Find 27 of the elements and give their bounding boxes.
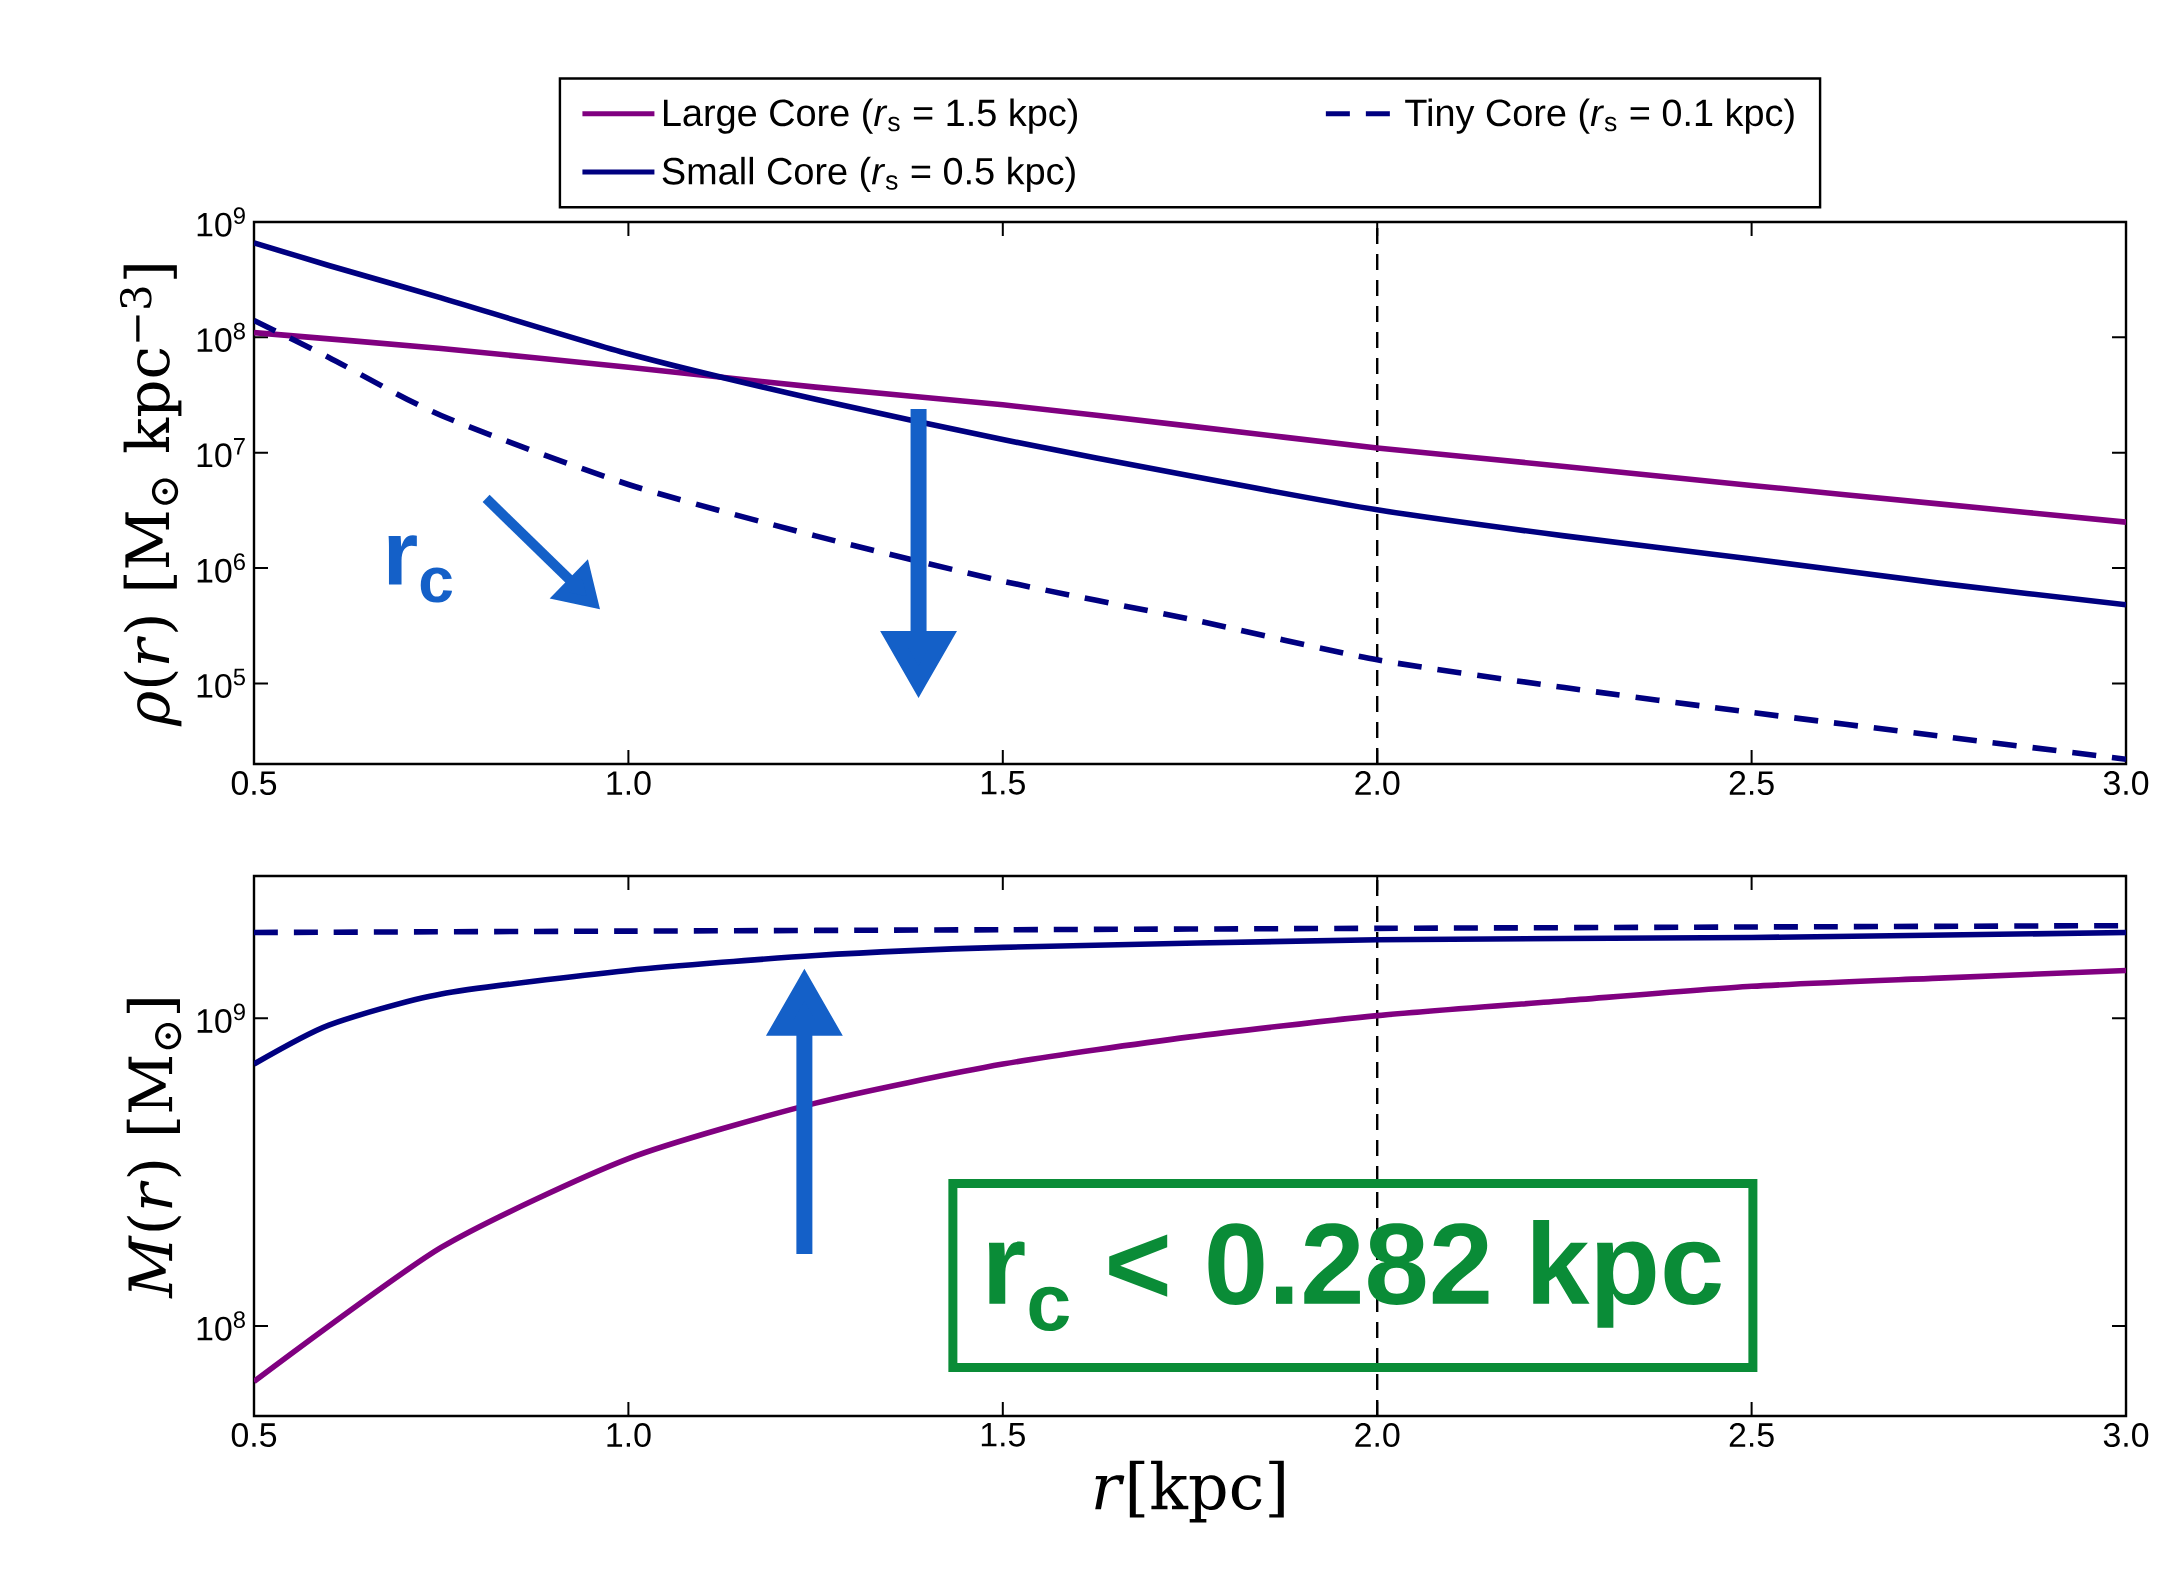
annotation: r$_{c}$ [388,535,453,603]
x-tick-label: 2.5 [1729,771,1774,796]
x-tick-label: 0.5 [231,771,277,796]
x-tick-label: 2.0 [1355,1423,1400,1448]
y-axis-title: M(r) [M$_{⊙}$] [126,999,182,1299]
legend-label: Large Core (r$_{s}$ = 1.5 kpc) [664,98,1077,134]
x-tick-label: 3.0 [2103,1423,2149,1448]
x-tick-label: 1.5 [981,1423,1025,1447]
text: r$_{c}$ < 0.282 kpc [988,1220,1721,1332]
x-tick-label: 3.0 [2103,771,2149,796]
y-tick-label: 10$^{8}$ [197,1311,245,1341]
y-tick-label: 10$^{6}$ [197,553,245,583]
legend-label: Tiny Core (r$_{s}$ = 0.1 kpc) [1405,98,1794,134]
x-tick-label: 0.5 [231,1423,277,1448]
y-tick-label: 10$^{7}$ [197,438,245,468]
x-tick-label: 1.0 [607,771,651,796]
y-tick-label: 10$^{9}$ [197,207,245,237]
x-tick-label: 1.0 [607,1423,651,1448]
y-tick-label: 10$^{8}$ [197,322,245,353]
y-axis-title: ρ(r) [M$_{⊙}$ kpc$^{−3}$] [119,265,182,727]
y-tick-label: 10$^{9}$ [197,1003,245,1033]
x-tick-label: 1.5 [981,771,1025,795]
x-axis-title: r[kpc] [1095,1460,1284,1523]
x-tick-label: 2.5 [1729,1423,1774,1448]
y-tick-label: 10$^{5}$ [197,668,245,698]
x-tick-label: 2.0 [1355,771,1400,796]
legend-label: Small Core (r$_{s}$ = 0.5 kpc) [662,156,1075,193]
